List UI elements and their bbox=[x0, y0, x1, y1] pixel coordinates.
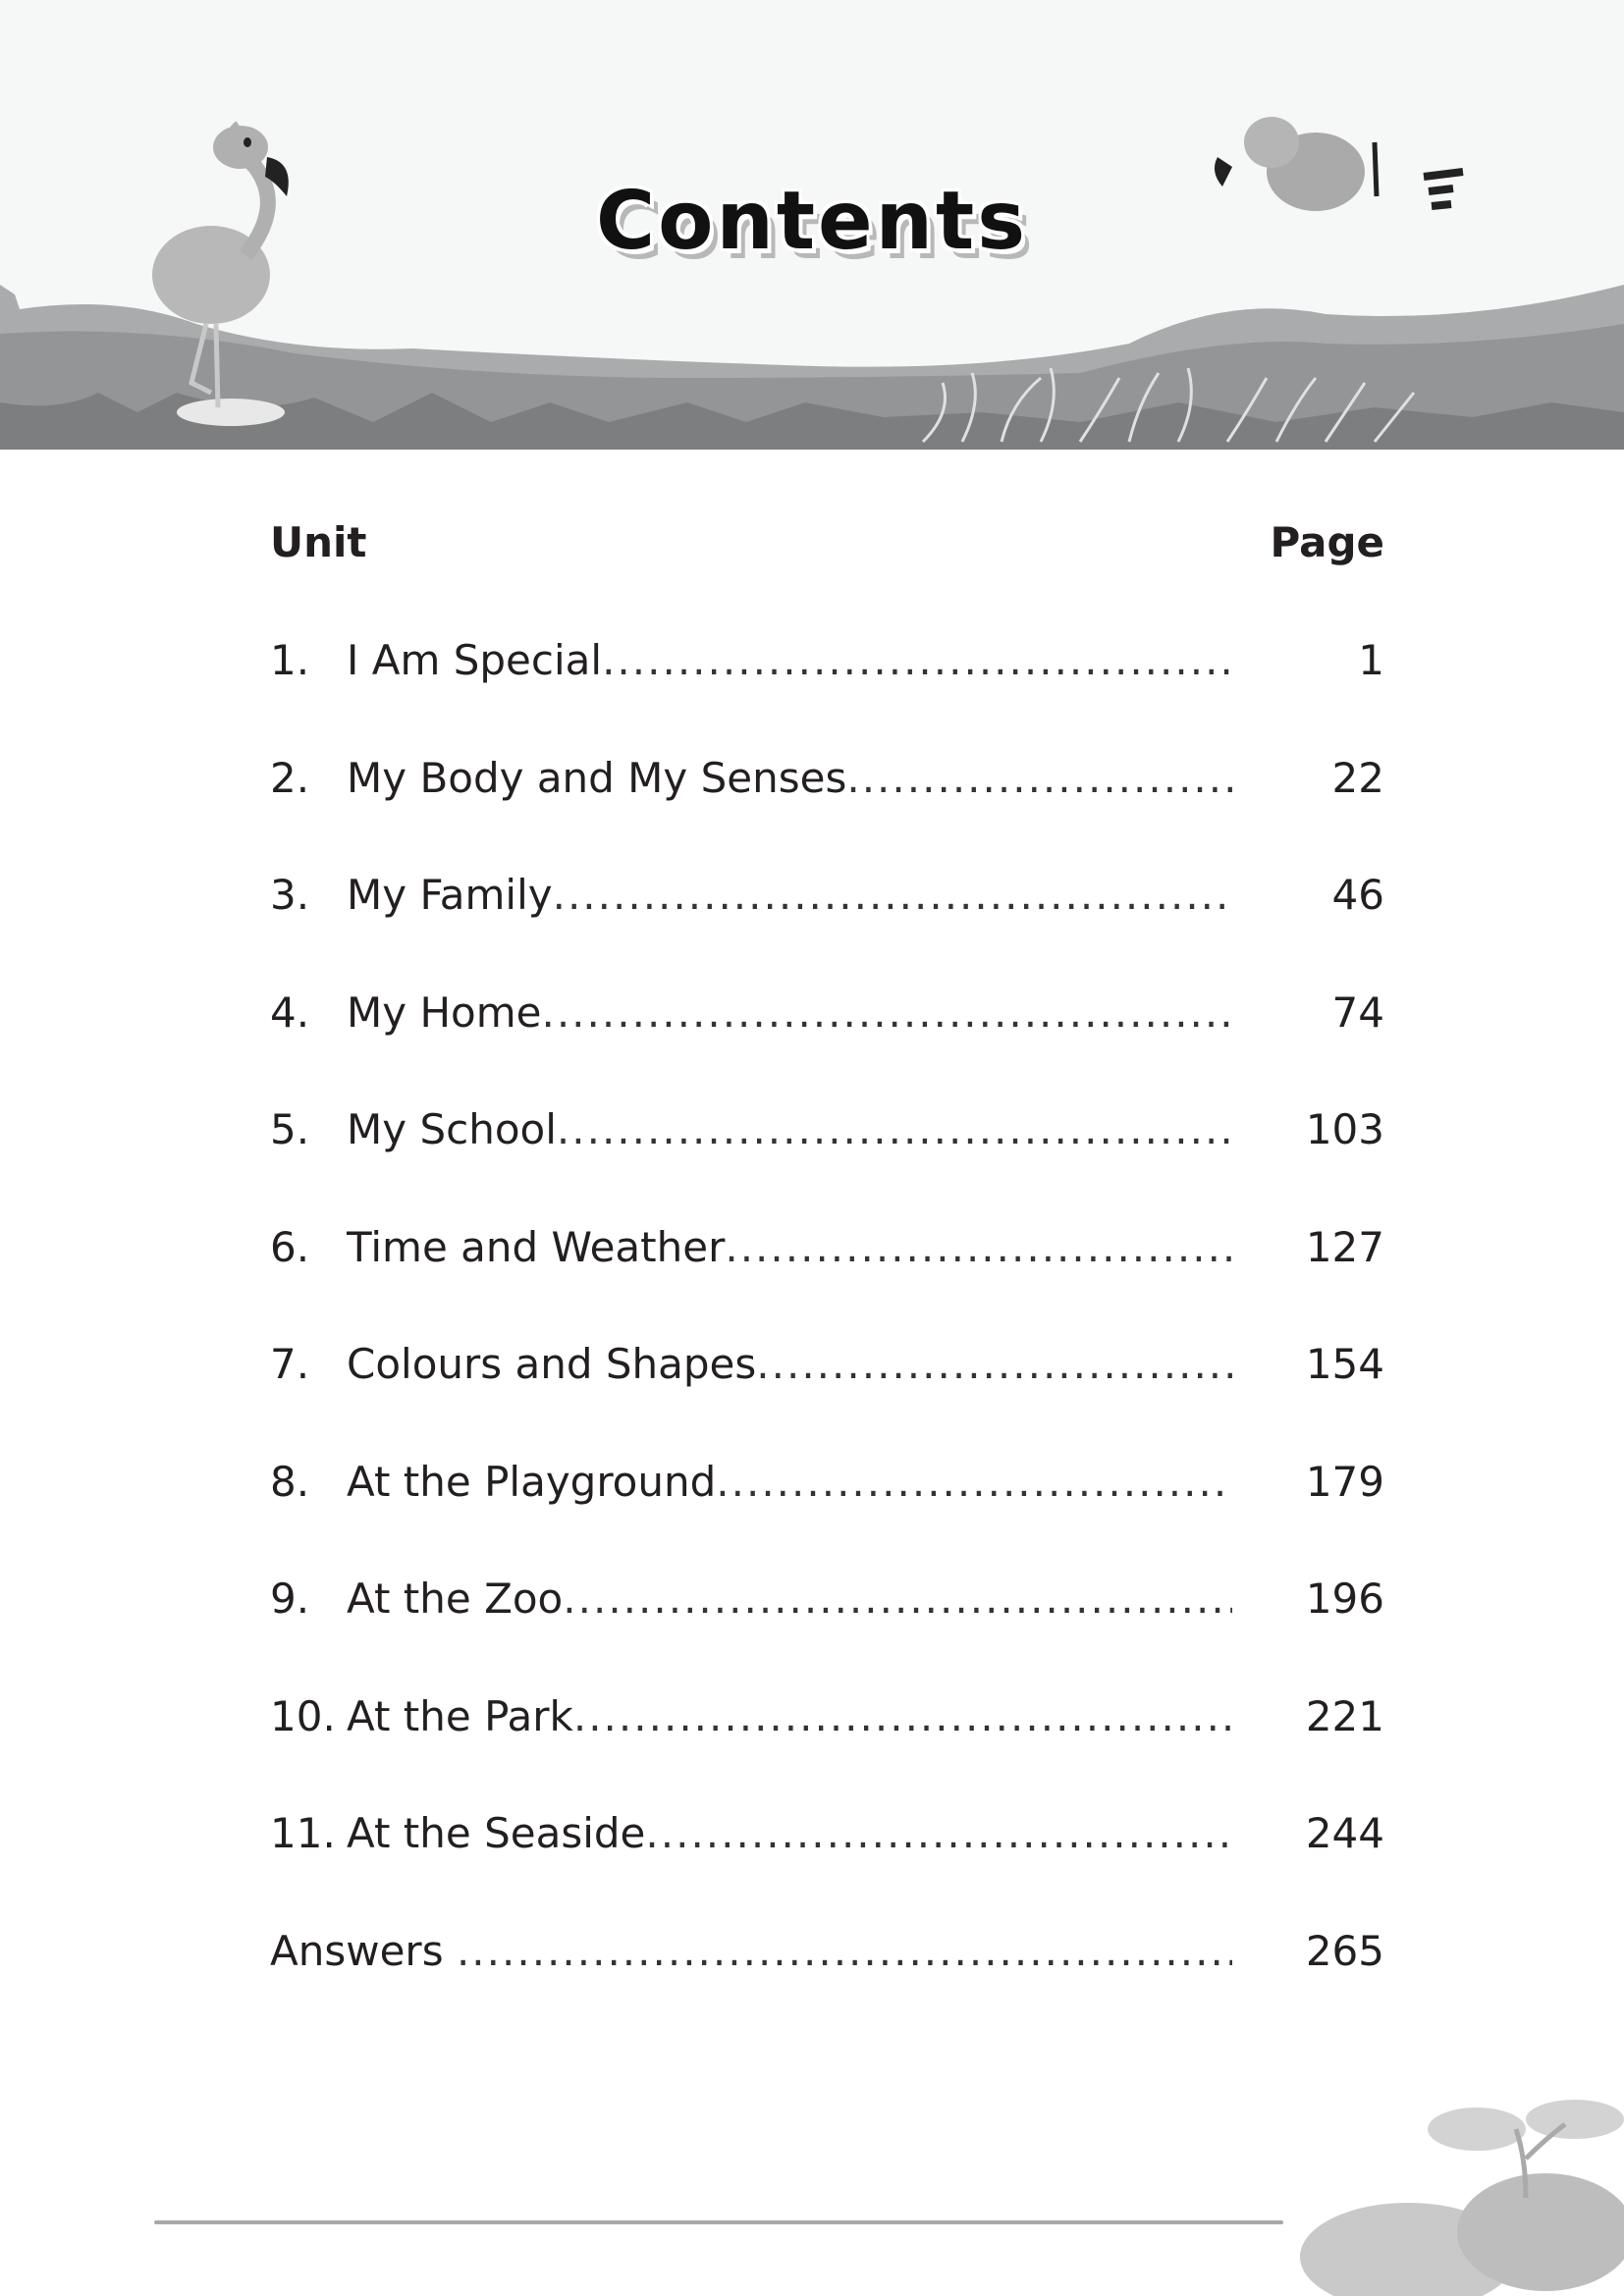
dot-leader: ........................................… bbox=[572, 1691, 1232, 1740]
page-number: 22 bbox=[1331, 753, 1384, 802]
unit-title: My Home.................................… bbox=[347, 988, 1232, 1037]
dot-leader: ........................................… bbox=[725, 1222, 1232, 1271]
page-number: 127 bbox=[1305, 1222, 1384, 1271]
unit-column-header: Unit bbox=[270, 518, 367, 566]
unit-title: At the Playground.......................… bbox=[347, 1458, 1232, 1506]
toc-entry[interactable]: 11. At the Seaside......................… bbox=[270, 1809, 1384, 1868]
page-number: 196 bbox=[1305, 1575, 1384, 1623]
dot-leader: ........................................… bbox=[552, 871, 1232, 919]
unit-number: 7. bbox=[270, 1340, 310, 1388]
header-banner: Contents bbox=[0, 0, 1624, 450]
dot-leader: ........................................… bbox=[456, 1926, 1232, 1975]
dot-leader: ........................................… bbox=[846, 753, 1232, 802]
flamingo bbox=[152, 121, 289, 426]
unit-number: 10. bbox=[270, 1691, 336, 1740]
unit-title: My School...............................… bbox=[347, 1105, 1232, 1153]
toc-entry-answers[interactable]: Answers ................................… bbox=[270, 1927, 1384, 1986]
unit-title: Time and Weather........................… bbox=[347, 1223, 1232, 1271]
page-number: 103 bbox=[1305, 1105, 1384, 1153]
unit-title: At the Park.............................… bbox=[347, 1692, 1232, 1740]
answers-title: Answers ................................… bbox=[270, 1927, 1232, 1975]
unit-number: 11. bbox=[270, 1809, 336, 1857]
landscape-illustration bbox=[0, 117, 1624, 450]
unit-title: Colours and Shapes......................… bbox=[347, 1340, 1232, 1388]
toc-entry[interactable]: 10. At the Park.........................… bbox=[270, 1692, 1384, 1751]
toc-entry[interactable]: 7. Colours and Shapes...................… bbox=[270, 1340, 1384, 1399]
unit-number: 8. bbox=[270, 1457, 310, 1506]
toc-entry[interactable]: 9. At the Zoo...........................… bbox=[270, 1575, 1384, 1633]
page-title: Contents bbox=[595, 175, 1029, 268]
unit-number: 2. bbox=[270, 753, 310, 802]
grass bbox=[921, 367, 1416, 444]
page-number: 46 bbox=[1331, 871, 1384, 919]
footer-divider bbox=[154, 2220, 1283, 2224]
toc-entry[interactable]: 6. Time and Weather.....................… bbox=[270, 1223, 1384, 1282]
toc-entry[interactable]: 3. My Family............................… bbox=[270, 871, 1384, 930]
unit-number: 9. bbox=[270, 1575, 310, 1623]
toc-entry[interactable]: 8. At the Playground....................… bbox=[270, 1458, 1384, 1517]
dot-leader: ........................................… bbox=[602, 636, 1232, 684]
unit-title: I Am Special............................… bbox=[347, 636, 1232, 684]
dot-leader: ........................................… bbox=[756, 1340, 1232, 1388]
unit-title: At the Seaside..........................… bbox=[347, 1809, 1232, 1857]
page-number: 154 bbox=[1305, 1340, 1384, 1388]
page-number: 244 bbox=[1305, 1809, 1384, 1857]
leaves-illustration bbox=[1300, 2100, 1624, 2296]
unit-number: 3. bbox=[270, 871, 310, 919]
dot-leader: ........................................… bbox=[716, 1457, 1232, 1506]
dot-leader: ........................................… bbox=[563, 1575, 1232, 1623]
unit-number: 6. bbox=[270, 1222, 310, 1271]
page-number: 1 bbox=[1358, 636, 1384, 684]
page-column-header: Page bbox=[1270, 518, 1384, 566]
unit-title: At the Zoo..............................… bbox=[347, 1575, 1232, 1623]
page-number: 221 bbox=[1305, 1691, 1384, 1740]
toc-entry[interactable]: 5. My School............................… bbox=[270, 1105, 1384, 1164]
unit-number: 4. bbox=[270, 988, 310, 1037]
page-number: 74 bbox=[1331, 988, 1384, 1037]
dot-leader: ........................................… bbox=[541, 988, 1232, 1037]
page-number: 265 bbox=[1305, 1926, 1384, 1975]
page-number: 179 bbox=[1305, 1457, 1384, 1506]
flying-bird bbox=[1214, 117, 1464, 211]
unit-title: My Family...............................… bbox=[347, 871, 1232, 919]
unit-title: My Body and My Senses...................… bbox=[347, 754, 1232, 802]
toc-entry[interactable]: 1. I Am Special.........................… bbox=[270, 636, 1384, 695]
toc-entry[interactable]: 4. My Home..............................… bbox=[270, 988, 1384, 1047]
dot-leader: ........................................… bbox=[556, 1105, 1232, 1153]
unit-number: 5. bbox=[270, 1105, 310, 1153]
dot-leader: ........................................… bbox=[645, 1809, 1232, 1857]
toc-entry[interactable]: 2. My Body and My Senses................… bbox=[270, 754, 1384, 813]
unit-number: 1. bbox=[270, 636, 310, 684]
